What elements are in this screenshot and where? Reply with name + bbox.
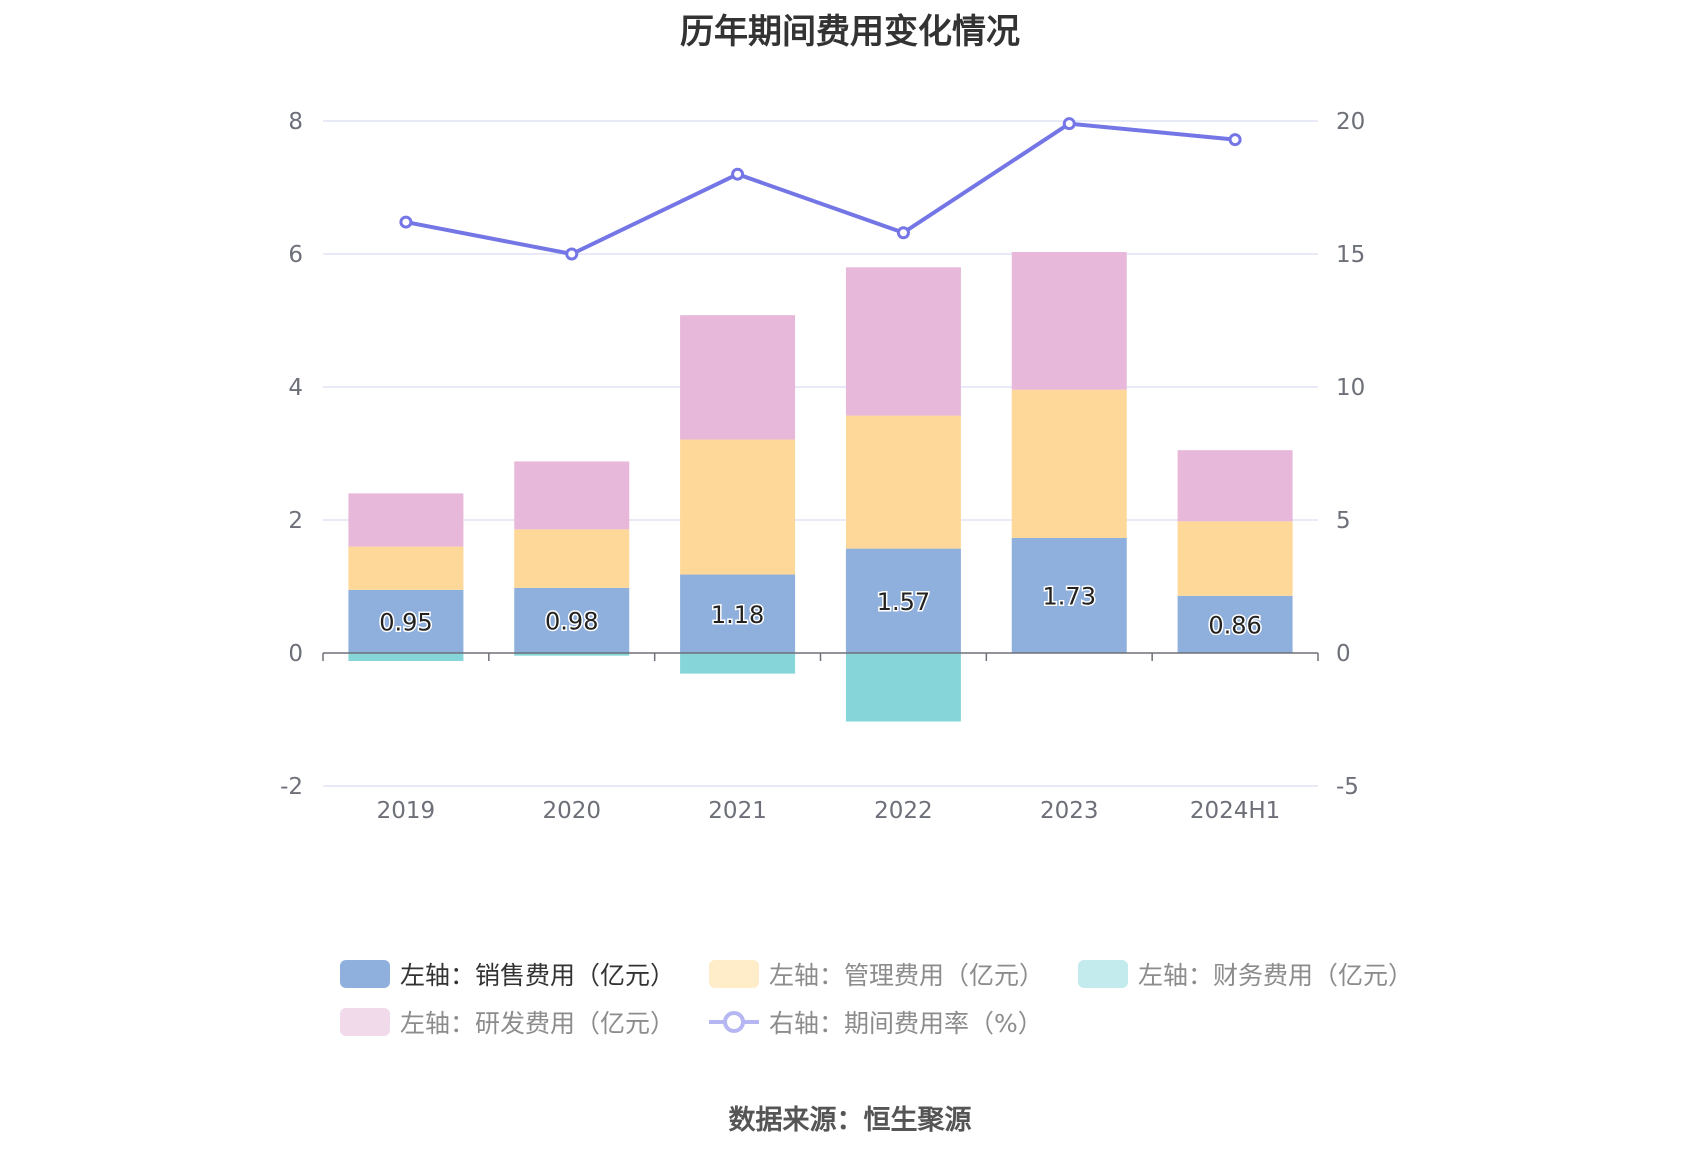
legend-item-admin[interactable]: 左轴：管理费用（亿元）	[709, 956, 1044, 992]
bar-value-label: 1.57	[877, 588, 930, 616]
bar-value-label: 0.95	[379, 608, 432, 636]
data-source-note: 数据来源：恒生聚源	[728, 1105, 972, 1136]
x-tick-label: 2022	[874, 798, 933, 824]
y-left-tick-label: 4	[288, 375, 303, 401]
bar-segment[interactable]	[514, 587, 630, 653]
bar-value-label: 1.18	[711, 601, 764, 629]
x-tick-label: 2023	[1040, 798, 1099, 824]
bar-segment[interactable]	[845, 267, 961, 416]
bar-segment[interactable]	[348, 493, 464, 547]
bar-segment[interactable]	[680, 574, 796, 653]
y-right-tick-label: 5	[1336, 508, 1351, 534]
legend-item-rnd[interactable]: 左轴：研发费用（亿元）	[340, 1004, 675, 1040]
bar-segment[interactable]	[1011, 537, 1127, 653]
axis-layer: -2 -5 0 0 2 5 4 10 6 15 8 20 2019 2020 2021 2022 2023 202…	[280, 109, 1365, 824]
line-point[interactable]	[1062, 117, 1076, 131]
bar-segment[interactable]	[845, 548, 961, 653]
bar-segment[interactable]	[348, 653, 464, 661]
bar-segment[interactable]	[514, 653, 630, 656]
bar-segment[interactable]	[1177, 450, 1293, 522]
bar-segment[interactable]	[514, 461, 630, 530]
y-left-tick-label: 2	[288, 508, 303, 534]
y-right-tick-label: -5	[1336, 774, 1359, 800]
legend-line-circle-icon	[709, 1011, 760, 1033]
bar-segment[interactable]	[1011, 252, 1127, 390]
gridlines	[323, 120, 1318, 787]
bar-value-label: 0.86	[1208, 611, 1261, 639]
bar-segment[interactable]	[1177, 521, 1293, 596]
x-tick-label: 2024H1	[1190, 798, 1280, 824]
bar-segment[interactable]	[1177, 595, 1293, 653]
legend-row-1: 左轴：销售费用（亿元） 左轴：管理费用（亿元） 左轴：财务费用（亿元）	[340, 950, 1440, 998]
bar-segment[interactable]	[680, 439, 796, 575]
legend-label-sales: 左轴：销售费用（亿元）	[400, 961, 676, 990]
line-point[interactable]	[1228, 133, 1242, 147]
bar-segment[interactable]	[845, 415, 961, 549]
bar-layer	[348, 252, 1293, 722]
x-tick-label: 2020	[542, 798, 601, 824]
x-tick-label: 2019	[377, 798, 436, 824]
y-left-tick-label: 0	[288, 641, 303, 667]
bar-segment[interactable]	[680, 315, 796, 440]
legend-label-admin: 左轴：管理费用（亿元）	[769, 961, 1045, 990]
y-left-tick-label: 6	[288, 242, 303, 268]
bar-segment[interactable]	[680, 653, 796, 674]
legend-swatch-rnd	[340, 1008, 390, 1036]
chart-title: 历年期间费用变化情况	[680, 12, 1020, 52]
bar-segment[interactable]	[1011, 389, 1127, 538]
line-point[interactable]	[565, 247, 579, 261]
y-right-tick-label: 10	[1336, 375, 1365, 401]
legend: 左轴：销售费用（亿元） 左轴：管理费用（亿元） 左轴：财务费用（亿元） 左轴：研…	[340, 950, 1440, 1046]
legend-item-finance[interactable]: 左轴：财务费用（亿元）	[1078, 956, 1413, 992]
bar-segment[interactable]	[845, 653, 961, 722]
line-point[interactable]	[896, 226, 910, 240]
line-point[interactable]	[731, 167, 745, 181]
expense-rate-line	[405, 121, 1236, 257]
legend-swatch-sales	[340, 960, 390, 988]
x-tick-label: 2021	[708, 798, 767, 824]
legend-item-sales[interactable]: 左轴：销售费用（亿元）	[340, 956, 675, 992]
legend-label-finance: 左轴：财务费用（亿元）	[1138, 961, 1414, 990]
legend-item-expense-rate[interactable]: 右轴：期间费用率（%）	[709, 1004, 1043, 1040]
legend-label-expense-rate: 右轴：期间费用率（%）	[769, 1009, 1043, 1038]
line-point[interactable]	[399, 215, 413, 229]
bar-segment[interactable]	[514, 529, 630, 588]
bar-segment[interactable]	[348, 589, 464, 653]
y-left-tick-label: -2	[280, 774, 303, 800]
legend-swatch-admin	[709, 960, 760, 988]
bar-labels: 0.95 0.98 1.18 1.57 1.73 0.86	[378, 581, 1264, 641]
legend-swatch-finance	[1078, 960, 1129, 988]
y-right-tick-label: 20	[1336, 109, 1365, 135]
bar-value-label: 0.98	[545, 607, 598, 635]
line-series	[399, 117, 1242, 261]
bar-segment[interactable]	[348, 546, 464, 590]
legend-label-rnd: 左轴：研发费用（亿元）	[400, 1009, 676, 1038]
legend-row-2: 左轴：研发费用（亿元） 右轴：期间费用率（%）	[340, 998, 1440, 1046]
bar-value-label: 1.73	[1043, 582, 1096, 610]
y-right-tick-label: 15	[1336, 242, 1365, 268]
y-left-tick-label: 8	[288, 109, 303, 135]
y-right-tick-label: 0	[1336, 641, 1351, 667]
